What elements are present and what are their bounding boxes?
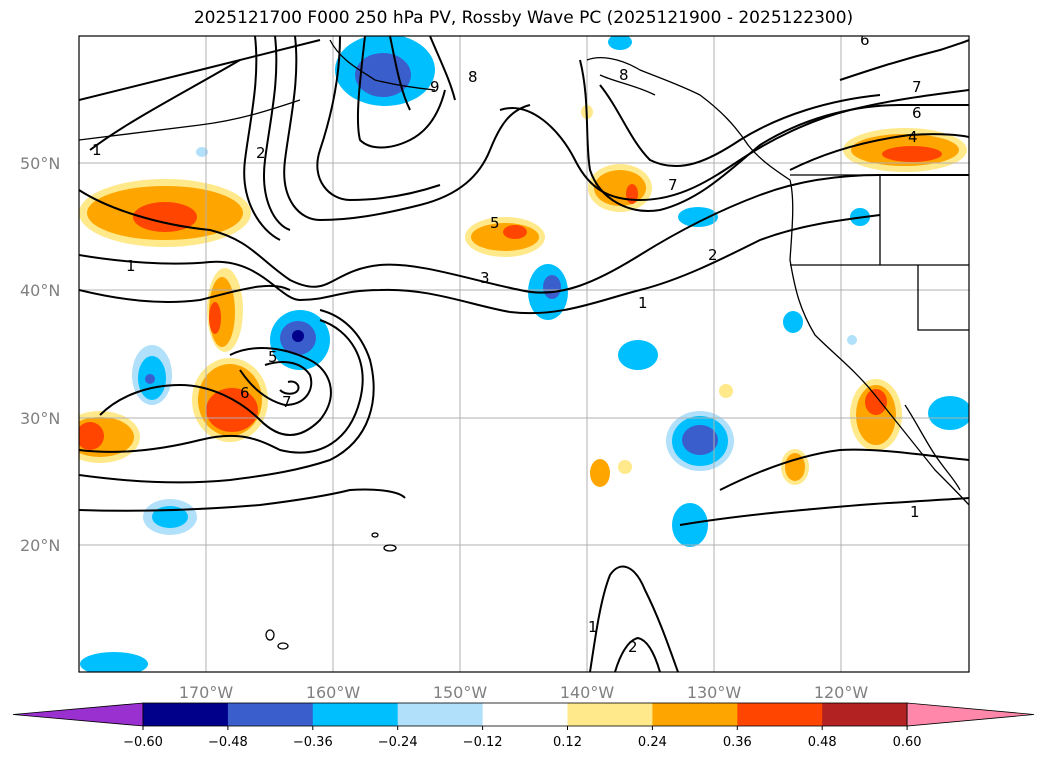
map-background xyxy=(79,36,969,672)
colorbar-tick-label: −0.12 xyxy=(463,735,503,750)
map-frame xyxy=(78,35,970,673)
pos-anomaly xyxy=(590,459,610,487)
contour-label: 3 xyxy=(480,269,490,287)
contour-label: 8 xyxy=(468,68,478,86)
lon-label: 130°W xyxy=(687,683,742,702)
contour-label: 1 xyxy=(92,141,102,159)
lon-label: 140°W xyxy=(560,683,615,702)
neg-anomaly xyxy=(682,425,718,455)
contour-label: 4 xyxy=(908,128,918,146)
contour-label: 7 xyxy=(282,393,292,411)
contour-label: 1 xyxy=(126,257,136,275)
pos-anomaly xyxy=(209,302,221,334)
contour-label: 2 xyxy=(628,638,638,656)
contour-label: 5 xyxy=(268,348,278,366)
colorbar-segment xyxy=(652,703,738,726)
colorbar-tick-label: 0.36 xyxy=(723,735,752,750)
colorbar-extend-min xyxy=(12,702,144,727)
colorbar-segment xyxy=(567,703,653,726)
colorbar-tick-label: −0.48 xyxy=(208,735,248,750)
lat-label: 20°N xyxy=(20,536,60,555)
pos-anomaly xyxy=(471,223,539,251)
lat-label: 40°N xyxy=(20,281,60,300)
lon-label: 160°W xyxy=(306,683,361,702)
colorbar-extend-max xyxy=(906,702,1035,727)
neg-anomaly xyxy=(355,53,411,97)
pos-anomaly xyxy=(206,388,258,432)
neg-anomaly xyxy=(152,506,188,528)
latitude-labels: 20°N 30°N 40°N 50°N xyxy=(20,154,60,555)
colorbar-tick-label: 0.60 xyxy=(893,735,922,750)
contour-labels: 1 2 1 3 6 7 5 9 8 8 6 4 7 2 1 1 1 2 7 6 … xyxy=(92,31,922,656)
pos-anomaly xyxy=(79,422,104,450)
colorbar-segment xyxy=(482,703,568,726)
contour-label: 6 xyxy=(860,31,870,49)
lon-label: 170°W xyxy=(179,683,234,702)
contour-label: 1 xyxy=(588,618,598,636)
colorbar-tick-label: −0.24 xyxy=(378,735,418,750)
colorbar-segment xyxy=(822,703,908,726)
lon-label: 150°W xyxy=(433,683,488,702)
colorbar-tick-label: −0.60 xyxy=(123,735,163,750)
neg-anomaly xyxy=(783,311,803,333)
pos-anomaly xyxy=(626,184,638,204)
contour-label: 2 xyxy=(708,246,718,264)
contour-label: 8 xyxy=(619,66,629,84)
contour-label: 7 xyxy=(912,78,922,96)
neg-anomaly xyxy=(80,652,148,672)
pos-anomaly xyxy=(882,146,942,162)
colorbar-segment xyxy=(143,703,229,726)
pv-contours xyxy=(79,36,969,672)
contour-label: 6 xyxy=(240,384,250,402)
longitude-labels: 170°W 160°W 150°W 140°W 130°W 120°W xyxy=(179,683,869,702)
neg-anomaly xyxy=(847,335,857,345)
neg-anomaly xyxy=(145,374,155,384)
contour-label: 9 xyxy=(430,78,440,96)
colorbar-segment xyxy=(227,703,314,726)
neg-anomaly xyxy=(928,396,969,430)
contour-label: 2 xyxy=(256,144,266,162)
contour-label: 6 xyxy=(912,104,922,122)
colorbar-tick-label: 0.12 xyxy=(553,735,582,750)
colorbar-outline xyxy=(142,702,908,727)
lon-label: 120°W xyxy=(814,683,869,702)
colorbar-segment xyxy=(737,703,823,726)
neg-anomaly xyxy=(292,330,304,342)
neg-anomaly xyxy=(672,503,708,547)
colorbar: −0.60 −0.48 −0.36 −0.24 −0.12 0.12 0.24 0.36 0.4… xyxy=(12,702,1035,750)
contour-label: 7 xyxy=(668,176,678,194)
lat-label: 30°N xyxy=(20,409,60,428)
neg-anomaly xyxy=(618,340,658,370)
contour-label: 5 xyxy=(490,214,500,232)
neg-anomaly xyxy=(196,147,208,157)
pv-anomaly-shading xyxy=(79,36,969,672)
pos-anomaly xyxy=(618,460,632,474)
pos-anomaly xyxy=(785,453,805,481)
colorbar-tick-label: −0.36 xyxy=(293,735,333,750)
colorbar-segment xyxy=(397,703,484,726)
neg-anomaly xyxy=(608,36,632,50)
pos-anomaly xyxy=(865,389,887,415)
pos-anomaly xyxy=(719,384,733,398)
graticule xyxy=(79,36,969,672)
pos-anomaly xyxy=(503,225,527,239)
colorbar-tick-label: 0.48 xyxy=(808,735,837,750)
colorbar-tick-label: 0.24 xyxy=(638,735,667,750)
lat-label: 50°N xyxy=(20,154,60,173)
pos-anomaly xyxy=(133,202,197,232)
contour-label: 1 xyxy=(638,294,648,312)
neg-anomaly xyxy=(543,275,561,299)
map-title: 2025121700 F000 250 hPa PV, Rossby Wave … xyxy=(193,8,854,28)
colorbar-segment xyxy=(312,703,399,726)
neg-anomaly xyxy=(678,207,718,227)
contour-label: 1 xyxy=(910,503,920,521)
